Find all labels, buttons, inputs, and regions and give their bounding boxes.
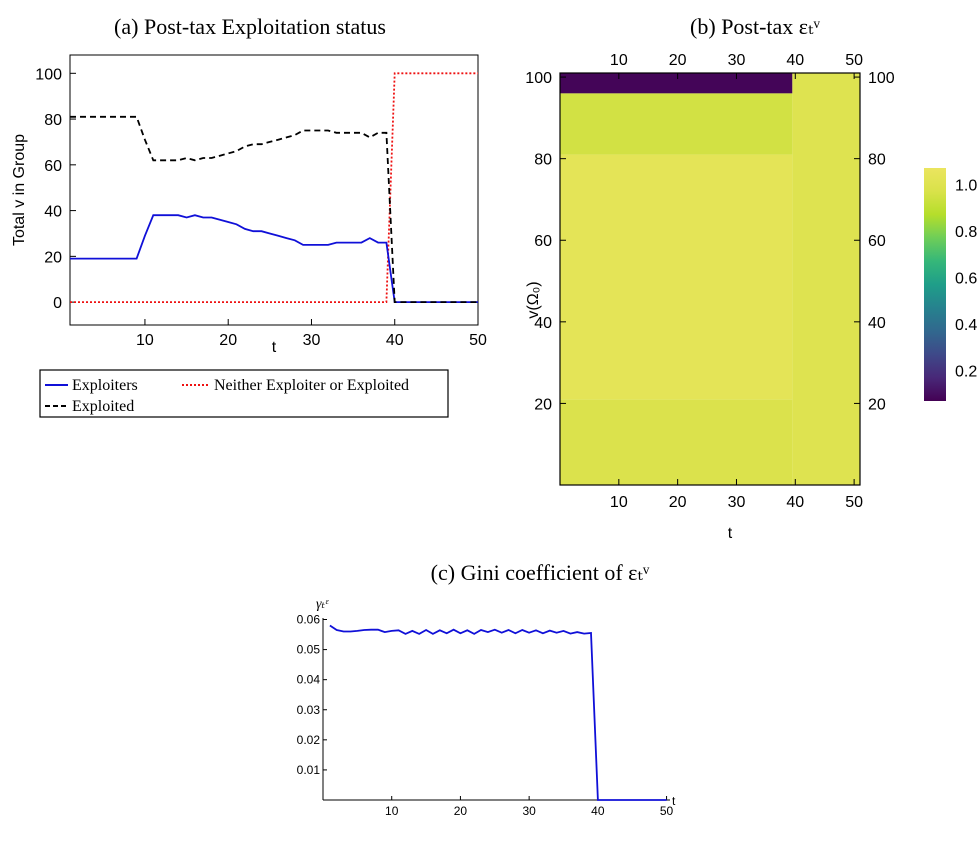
panel-b-ytick-label-right: 20 (868, 396, 886, 413)
series-gini-line (329, 624, 667, 801)
panel-a-xtick-label: 30 (303, 332, 321, 349)
panel-b-ytick-label-right: 40 (868, 315, 886, 332)
panel-b: (b) Post-tax εₜᵛ 10 10 20 20 30 30 40 40 50 50 20 2… (525, 14, 977, 542)
panel-a-xtick-label: 40 (386, 332, 404, 349)
panel-c-ytick-label: 0.05 (297, 643, 321, 657)
panel-b-xlabel: t (728, 525, 733, 542)
panel-b-xtick-label-bottom: 10 (610, 494, 628, 511)
colorbar-ticks: 0.2 0.4 0.6 0.8 1.0 (955, 177, 977, 380)
colorbar (924, 168, 946, 401)
panel-c-series (329, 624, 667, 801)
legend-label-exploited: Exploited (72, 398, 134, 415)
panel-b-ytick-label-left: 80 (534, 152, 552, 169)
panel-b-xtick-label-bottom: 50 (845, 494, 863, 511)
panel-a-title: (a) Post-tax Exploitation status (114, 14, 386, 39)
panel-c-ytick-label: 0.06 (297, 613, 321, 627)
panel-b-ytick-label-right: 80 (868, 152, 886, 169)
series-exploiters-line (70, 214, 478, 303)
panel-b-ytick-label-left: 40 (534, 315, 552, 332)
panel-b-ytick-label-right: 100 (868, 70, 895, 87)
panel-b-frame (559, 72, 861, 486)
colorbar-tick-label: 0.8 (955, 224, 977, 241)
panel-c-axes: 10 20 30 40 50 0.01 0.02 0.03 0.04 0.05 0.06 (297, 613, 674, 818)
legend-label-neither: Neither Exploiter or Exploited (214, 377, 409, 394)
legend-box (39, 369, 449, 418)
panel-b-ytick-label-left: 100 (525, 70, 552, 87)
panel-b-ytick-label-right: 60 (868, 233, 886, 250)
colorbar-tick-label: 0.6 (955, 271, 977, 288)
panel-a-ytick-label: 100 (35, 66, 62, 83)
panel-c-ytick-label: 0.02 (297, 733, 321, 747)
panel-b-xtick-label-bottom: 40 (786, 494, 804, 511)
panel-a-ytick-label: 0 (53, 295, 62, 312)
heatmap-cell (560, 399, 793, 485)
panel-b-ytick-label-left: 20 (534, 396, 552, 413)
colorbar-tick-label: 0.2 (955, 364, 977, 381)
panel-b-xtick-label-top: 30 (728, 52, 746, 69)
series-exploited-line (70, 115, 478, 303)
panel-a: (a) Post-tax Exploitation status 10 20 30 4… (11, 14, 487, 418)
panel-c-xtick-label: 50 (660, 804, 674, 818)
heatmap-cell (560, 154, 793, 400)
panel-c-xtick-label: 40 (591, 804, 605, 818)
panel-b-xtick-label-top: 50 (845, 52, 863, 69)
panel-c-xtick-label: 10 (385, 804, 399, 818)
panel-b-xtick-label-top: 10 (610, 52, 628, 69)
panel-a-ylabel: Total v in Group (11, 134, 28, 246)
series-neither-line (70, 72, 478, 303)
panel-a-ytick-label: 20 (44, 249, 62, 266)
panel-c-ytick-label: 0.03 (297, 703, 321, 717)
panel-b-heatmap (560, 73, 860, 485)
panel-b-xtick-label-top: 40 (786, 52, 804, 69)
panel-b-ylabel: v(Ω₀) (525, 281, 542, 318)
heatmap-cell (560, 73, 793, 94)
heatmap-cell (792, 73, 860, 485)
panel-b-ticks: 10 10 20 20 30 30 40 40 50 50 20 20 40 40 60 60 80 80 100 1… (525, 52, 895, 511)
panel-c-ytick-label: 0.04 (297, 673, 321, 687)
panel-b-xtick-label-bottom: 20 (669, 494, 687, 511)
panel-c-title: (c) Gini coefficient of εₜᵛ (431, 560, 650, 585)
panel-a-ytick-label: 60 (44, 158, 62, 175)
panel-b-ytick-label-left: 60 (534, 233, 552, 250)
panel-b-xtick-label-bottom: 30 (728, 494, 746, 511)
panel-a-ytick-label: 80 (44, 112, 62, 129)
panel-a-ticks: 10 20 30 40 50 0 20 40 60 80 100 (35, 66, 487, 349)
panel-a-ytick-label: 40 (44, 204, 62, 221)
panel-c-xtick-label: 30 (522, 804, 536, 818)
panel-a-xtick-label: 10 (136, 332, 154, 349)
legend-label-exploiters: Exploiters (72, 377, 138, 394)
panel-c-ytick-label: 0.01 (297, 763, 321, 777)
colorbar-tick-label: 1.0 (955, 177, 977, 194)
panel-c-xtick-label: 20 (454, 804, 468, 818)
panel-a-legend: Exploiters Exploited Neither Exploiter o… (39, 369, 449, 418)
panel-a-series (70, 72, 478, 303)
panel-c-xlabel: t (672, 794, 676, 808)
colorbar-tick-label: 0.4 (955, 317, 977, 334)
panel-a-xlabel: t (272, 339, 277, 356)
panel-b-xtick-label-top: 20 (669, 52, 687, 69)
panel-a-xtick-label: 50 (469, 332, 487, 349)
panel-c-ylabel: γₜᵋ (316, 597, 329, 612)
panel-c: (c) Gini coefficient of εₜᵛ γₜᵋ t 10 20 30… (297, 560, 676, 818)
heatmap-cell (560, 93, 793, 155)
panel-a-xtick-label: 20 (219, 332, 237, 349)
panel-b-title: (b) Post-tax εₜᵛ (690, 14, 820, 39)
panel-a-frame (69, 54, 479, 326)
